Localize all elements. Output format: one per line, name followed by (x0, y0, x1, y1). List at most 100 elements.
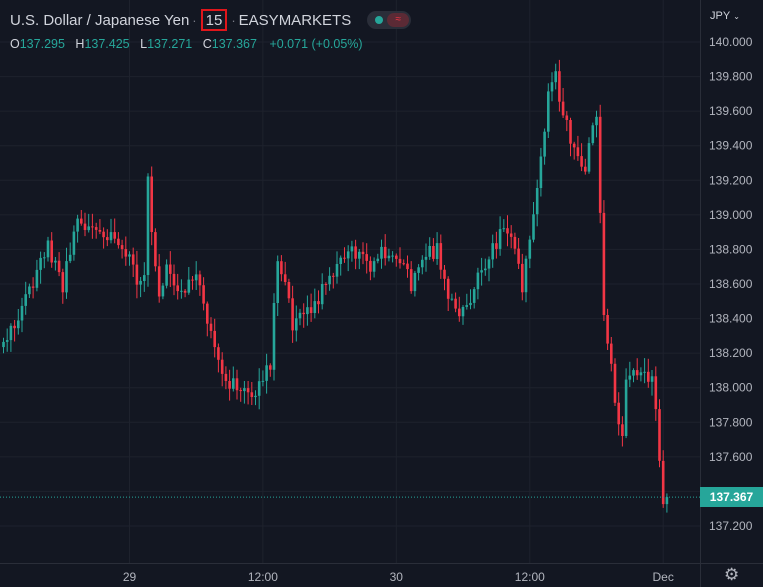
candle-body (458, 308, 461, 317)
candle-body (128, 254, 131, 257)
candle-body (554, 71, 557, 83)
candle-body (157, 266, 161, 297)
candle-body (65, 261, 68, 293)
candle-body (491, 243, 494, 260)
symbol-header: U.S. Dollar / Japanese Yen · 15 · EASYMA… (10, 9, 412, 31)
candle-body (265, 365, 268, 381)
currency-selector[interactable]: JPY ⌄ (710, 10, 740, 22)
candle-body (154, 232, 157, 267)
candle-body (391, 255, 394, 257)
candle-body (543, 131, 546, 157)
market-status-toggle[interactable]: ≈ (367, 11, 412, 29)
candle-body (383, 246, 387, 259)
candle-body (109, 232, 113, 241)
candle-body (469, 302, 472, 306)
interval-label[interactable]: 15 (200, 9, 228, 31)
time-tick-label: 12:00 (248, 570, 278, 584)
candle-body (365, 254, 368, 261)
price-tick-label: 139.000 (709, 208, 753, 222)
candle-body (24, 294, 27, 306)
candle-body (617, 402, 620, 425)
candle-body (76, 218, 79, 232)
candle-body (272, 303, 276, 370)
candle-body (39, 257, 42, 270)
candle-body (9, 325, 13, 341)
high-label: H (75, 37, 85, 51)
candle-body (120, 245, 124, 250)
gear-icon[interactable]: ⚙ (724, 565, 740, 584)
candle-body (191, 279, 194, 281)
candle-body (624, 379, 628, 436)
candle-body (124, 249, 128, 257)
price-tick-label: 140.000 (709, 35, 753, 49)
exchange-label[interactable]: EASYMARKETS (238, 11, 352, 29)
candle-body (610, 343, 613, 364)
symbol-title[interactable]: U.S. Dollar / Japanese Yen (10, 11, 190, 29)
candle-body (343, 257, 346, 259)
candle-body (335, 264, 339, 277)
candle-body (532, 214, 535, 240)
time-tick-label: 12:00 (515, 570, 545, 584)
candle-body (595, 116, 598, 126)
candle-body (439, 243, 443, 270)
candle-body (183, 290, 187, 293)
candle-body (269, 365, 272, 370)
candle-body (228, 381, 231, 389)
candle-body (450, 298, 454, 300)
price-tick-label: 139.800 (709, 70, 753, 84)
candle-body (409, 269, 413, 292)
candle-body (254, 395, 257, 398)
candle-body (535, 188, 539, 215)
candle-body (591, 125, 595, 144)
candle-body (61, 272, 65, 293)
candle-body (113, 232, 116, 239)
candle-body (35, 269, 39, 288)
candle-body (317, 301, 320, 305)
candle-body (339, 257, 342, 264)
candle-body (72, 231, 76, 255)
price-tick-label: 138.600 (709, 277, 753, 291)
candle-body (565, 115, 569, 120)
wave-icon: ≈ (387, 13, 410, 27)
candle-body (661, 460, 665, 505)
candle-body (461, 307, 465, 317)
candle-body (313, 301, 317, 313)
candle-body (587, 143, 591, 172)
candle-body (172, 273, 176, 286)
candle-body (443, 269, 446, 279)
candle-body (524, 258, 528, 293)
candle-body (246, 388, 250, 393)
candle-body (306, 307, 309, 315)
candle-body (350, 246, 354, 252)
candle-body (87, 226, 90, 231)
candle-body (235, 378, 239, 391)
candle-body (117, 238, 120, 246)
time-tick-label: Dec (653, 570, 674, 584)
candle-body (358, 251, 361, 259)
candle-body (606, 315, 609, 344)
candle-body (243, 388, 246, 392)
open-label: O (10, 37, 20, 51)
candle-body (465, 305, 468, 307)
candle-body (402, 263, 405, 265)
candle-body (484, 268, 487, 271)
candle-body (380, 246, 383, 259)
price-tick-label: 137.600 (709, 450, 753, 464)
candle-body (413, 272, 417, 292)
candle-body (261, 380, 265, 382)
candle-body (584, 166, 587, 172)
candle-body (276, 261, 279, 303)
candle-body (46, 240, 50, 258)
candle-body (257, 381, 261, 396)
candle-body (502, 228, 506, 230)
candle-body (369, 260, 372, 272)
candle-body (432, 246, 435, 259)
price-tick-label: 138.800 (709, 242, 753, 256)
candle-body (131, 254, 135, 265)
candle-body (406, 263, 409, 270)
candle-body (643, 371, 646, 373)
price-tick-label: 138.200 (709, 346, 753, 360)
candle-body (558, 71, 561, 102)
candle-body (102, 231, 105, 238)
